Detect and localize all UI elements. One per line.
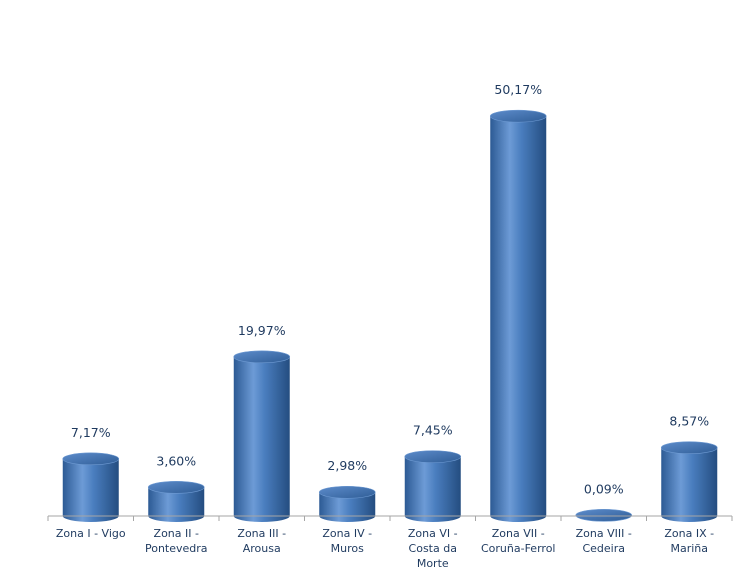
bar-body [319, 492, 376, 522]
bar-body [62, 458, 119, 522]
bar-body [661, 447, 718, 522]
bar [489, 109, 547, 522]
data-label: 7,17% [71, 425, 111, 440]
x-tick-label-line: Zona II - [154, 527, 199, 540]
x-tick-label-line: Coruña-Ferrol [481, 542, 555, 555]
x-tick-label-line: Pontevedra [145, 542, 208, 555]
bar [147, 481, 205, 522]
x-tick-label-line: Arousa [243, 542, 281, 555]
bar-top [575, 508, 633, 522]
bar-body [404, 456, 461, 522]
x-tick-label-line: Muros [331, 542, 364, 555]
data-label: 8,57% [669, 414, 709, 429]
x-tick-label-line: Zona VII - [492, 527, 545, 540]
bar [233, 350, 291, 522]
bar-top [62, 452, 120, 466]
x-tick-label-line: Zona IV - [322, 527, 372, 540]
data-label: 2,98% [327, 458, 367, 473]
bar-top [404, 450, 462, 463]
bar-top [489, 109, 547, 123]
bar-top [660, 441, 718, 454]
bar [575, 508, 633, 522]
x-tick-label: Zona IV - Muros [322, 527, 372, 555]
bar-top [147, 481, 205, 494]
bar-body [490, 116, 547, 522]
x-tick-label: Zona VII - Coruña-Ferrol [481, 527, 555, 555]
bar [404, 450, 462, 522]
x-tick-label: Zona IX - Mariña [664, 527, 714, 555]
x-tick-label-line: Morte [417, 557, 449, 570]
x-tick-label-line: Zona IX - [664, 527, 714, 540]
data-label: 7,45% [413, 423, 453, 438]
x-tick-label: Zona VI - Costa da Morte [408, 527, 458, 570]
x-tick-label: Zona III - Arousa [237, 527, 286, 555]
x-tick-label-line: Costa da [409, 542, 457, 555]
x-tick-label: Zona II - Pontevedra [145, 527, 208, 555]
bar-top [233, 350, 291, 364]
data-label: 50,17% [494, 82, 542, 97]
bar-body [233, 356, 290, 522]
x-tick-label: Zona VIII - Cedeira [576, 527, 632, 555]
x-tick-label-line: Zona VIII - [576, 527, 632, 540]
bar-body [148, 487, 205, 522]
data-label: 19,97% [238, 323, 286, 338]
x-tick-label-line: Mariña [670, 542, 708, 555]
bar [62, 452, 120, 522]
bar-top [318, 485, 376, 499]
data-label: 3,60% [156, 453, 196, 468]
bar [318, 485, 376, 522]
data-label: 0,09% [584, 481, 624, 496]
x-tick-label-line: Zona III - [237, 527, 286, 540]
x-tick-label-line: Zona I - Vigo [56, 527, 126, 540]
x-tick-label-line: Zona VI - [408, 527, 458, 540]
x-tick-label: Zona I - Vigo [56, 527, 126, 540]
bar [660, 441, 718, 522]
x-tick-label-line: Cedeira [582, 542, 625, 555]
